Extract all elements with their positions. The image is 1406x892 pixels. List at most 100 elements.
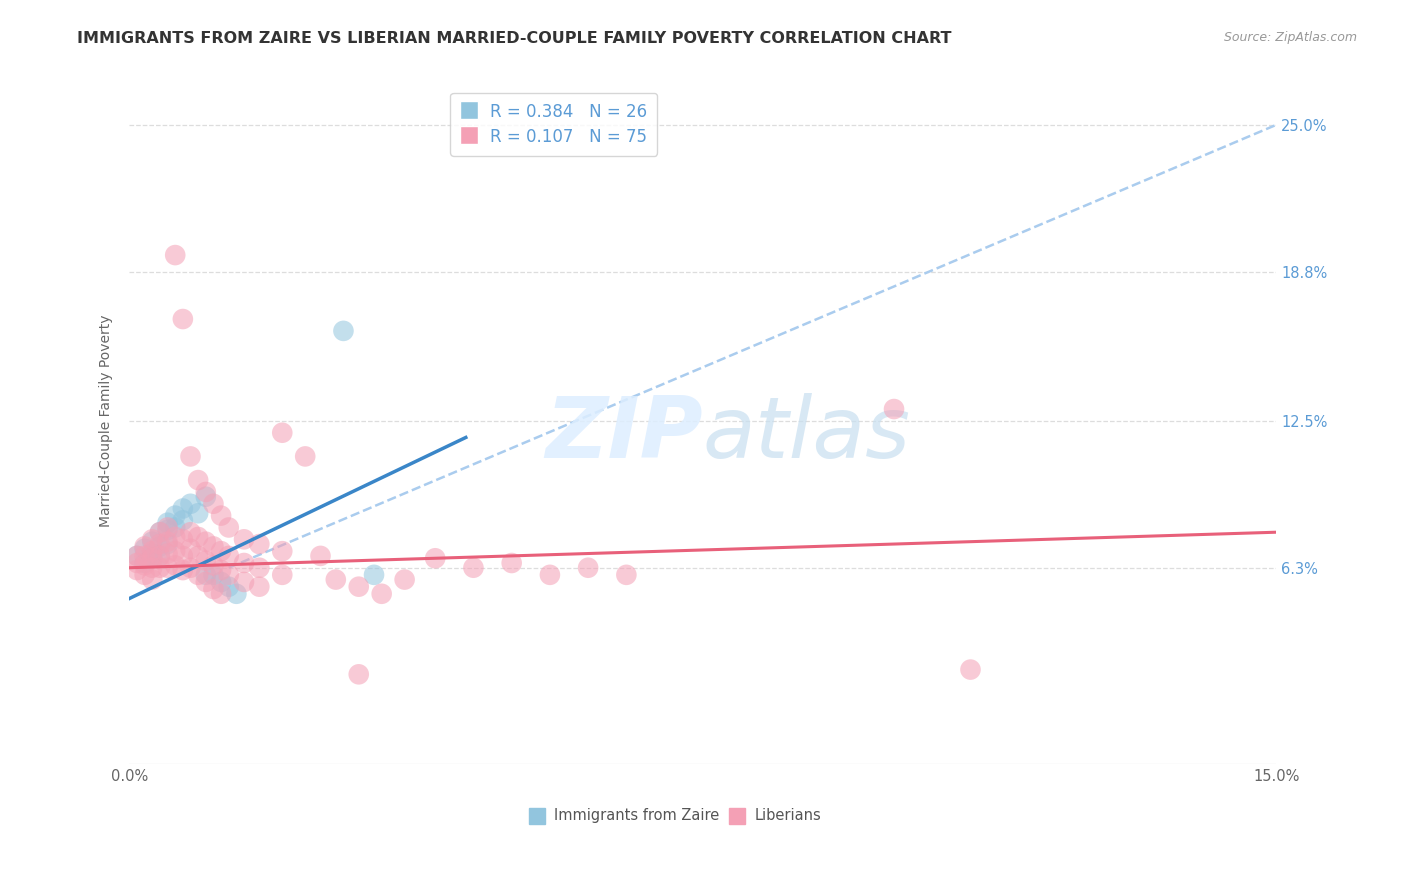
Y-axis label: Married-Couple Family Poverty: Married-Couple Family Poverty <box>100 315 114 527</box>
Point <box>165 520 187 534</box>
Point <box>209 587 232 601</box>
Point <box>247 537 270 551</box>
Point <box>141 551 163 566</box>
Point <box>233 556 256 570</box>
Point <box>271 544 294 558</box>
Point <box>332 324 354 338</box>
Point <box>187 473 209 487</box>
Point <box>576 560 599 574</box>
Point <box>202 582 225 596</box>
Point <box>501 556 523 570</box>
Point <box>156 523 179 537</box>
Point <box>149 549 172 563</box>
Point <box>194 567 217 582</box>
Point <box>156 520 179 534</box>
Point <box>156 534 179 549</box>
Point <box>616 567 638 582</box>
Point <box>141 573 163 587</box>
Point <box>233 533 256 547</box>
Point <box>209 508 232 523</box>
Point <box>194 490 217 504</box>
Point <box>141 560 163 574</box>
Point <box>134 556 156 570</box>
Point <box>202 540 225 554</box>
Point <box>172 312 194 326</box>
Legend: R = 0.384   N = 26, R = 0.107   N = 75: R = 0.384 N = 26, R = 0.107 N = 75 <box>450 93 657 155</box>
Point <box>225 587 247 601</box>
Text: Source: ZipAtlas.com: Source: ZipAtlas.com <box>1223 31 1357 45</box>
Point <box>141 534 163 549</box>
Point <box>370 587 392 601</box>
Point <box>194 485 217 500</box>
Point <box>141 551 163 566</box>
Point <box>141 547 163 561</box>
Text: atlas: atlas <box>703 393 911 476</box>
Point <box>179 525 201 540</box>
Text: Immigrants from Zaire: Immigrants from Zaire <box>554 808 718 823</box>
Point <box>172 513 194 527</box>
Point <box>134 558 156 573</box>
Point <box>134 540 156 554</box>
Point <box>347 580 370 594</box>
Point <box>202 497 225 511</box>
Point <box>187 549 209 563</box>
Point <box>218 520 240 534</box>
Point <box>149 525 172 540</box>
Point <box>134 541 156 556</box>
Point <box>165 530 187 544</box>
Point <box>425 551 447 566</box>
Point <box>165 558 187 573</box>
Point <box>347 667 370 681</box>
Point <box>233 574 256 589</box>
Point <box>194 554 217 568</box>
Point <box>309 549 332 563</box>
Point <box>141 533 163 547</box>
Point <box>187 530 209 544</box>
Point <box>172 549 194 563</box>
Point <box>172 563 194 577</box>
Point <box>187 567 209 582</box>
Point <box>271 567 294 582</box>
Point <box>149 525 172 540</box>
Point <box>149 537 172 551</box>
Point <box>179 497 201 511</box>
Point <box>172 533 194 547</box>
Point <box>463 560 485 574</box>
Point <box>156 537 179 551</box>
Point <box>125 556 148 570</box>
Point <box>218 549 240 563</box>
Point <box>883 402 905 417</box>
Point <box>125 563 148 577</box>
Point <box>125 549 148 563</box>
Point <box>959 663 981 677</box>
Point <box>218 567 240 582</box>
Point <box>149 560 172 574</box>
Point <box>294 450 316 464</box>
Point <box>156 516 179 530</box>
Text: Liberians: Liberians <box>755 808 821 823</box>
Point <box>247 580 270 594</box>
Point <box>165 544 187 558</box>
Point <box>165 508 187 523</box>
Text: ZIP: ZIP <box>546 393 703 476</box>
Point <box>141 544 163 558</box>
Point <box>156 560 179 574</box>
Point <box>394 573 416 587</box>
Point <box>165 248 187 262</box>
Point <box>218 580 240 594</box>
Point <box>271 425 294 440</box>
Point <box>179 541 201 556</box>
Point <box>209 574 232 589</box>
Point <box>202 558 225 573</box>
Point <box>125 549 148 563</box>
Point <box>325 573 347 587</box>
Point <box>179 560 201 574</box>
Point <box>247 560 270 574</box>
Point <box>363 567 385 582</box>
Point <box>156 547 179 561</box>
Point <box>187 506 209 520</box>
Point <box>134 567 156 582</box>
Point <box>149 540 172 554</box>
Point <box>194 574 217 589</box>
Point <box>209 544 232 558</box>
